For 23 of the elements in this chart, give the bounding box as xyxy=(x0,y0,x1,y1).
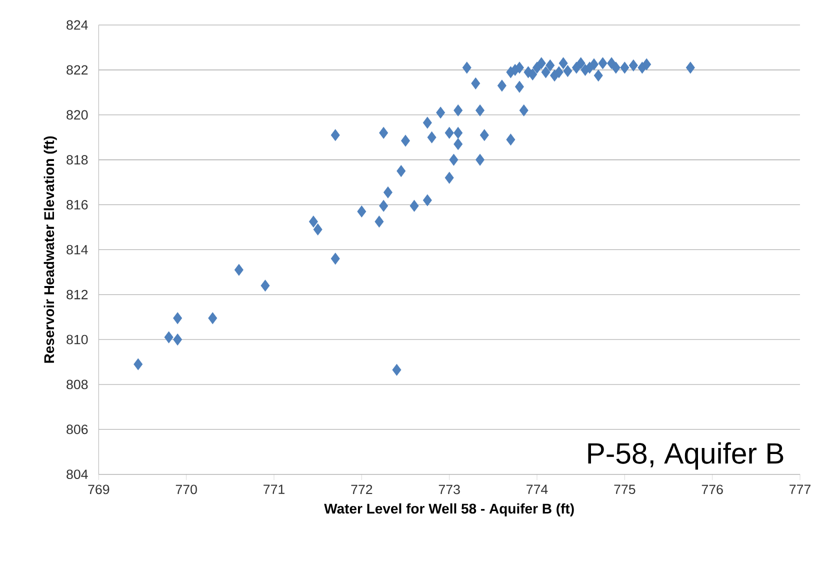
x-tick-label: 777 xyxy=(790,484,810,494)
y-tick-label: 808 xyxy=(66,380,88,390)
x-tick-label: 775 xyxy=(614,484,636,494)
y-tick-label: 810 xyxy=(66,334,88,344)
y-tick-label: 822 xyxy=(66,65,88,75)
x-axis-title: Water Level for Well 58 - Aquifer B (ft) xyxy=(324,503,574,516)
y-tick-label: 818 xyxy=(66,155,88,165)
x-tick-label: 772 xyxy=(351,484,372,494)
x-tick-label: 770 xyxy=(176,484,197,494)
y-tick-label: 804 xyxy=(66,470,88,480)
x-tick-label: 771 xyxy=(264,484,284,494)
y-tick-label: 820 xyxy=(66,110,88,120)
x-tick-label: 773 xyxy=(438,484,460,494)
y-tick-label: 816 xyxy=(66,200,88,210)
y-tick-label: 814 xyxy=(66,244,88,254)
x-tick-label: 774 xyxy=(526,484,548,494)
y-tick-label: 806 xyxy=(66,424,88,434)
x-tick-label: 769 xyxy=(88,484,110,494)
x-tick-label: 776 xyxy=(702,484,723,494)
y-axis-title: Reservoir Headwater Elevation (ft) xyxy=(44,136,57,363)
y-tick-label: 824 xyxy=(66,20,88,30)
annotation: P-58, Aquifer B xyxy=(588,442,784,470)
y-tick-label: 812 xyxy=(66,290,88,300)
